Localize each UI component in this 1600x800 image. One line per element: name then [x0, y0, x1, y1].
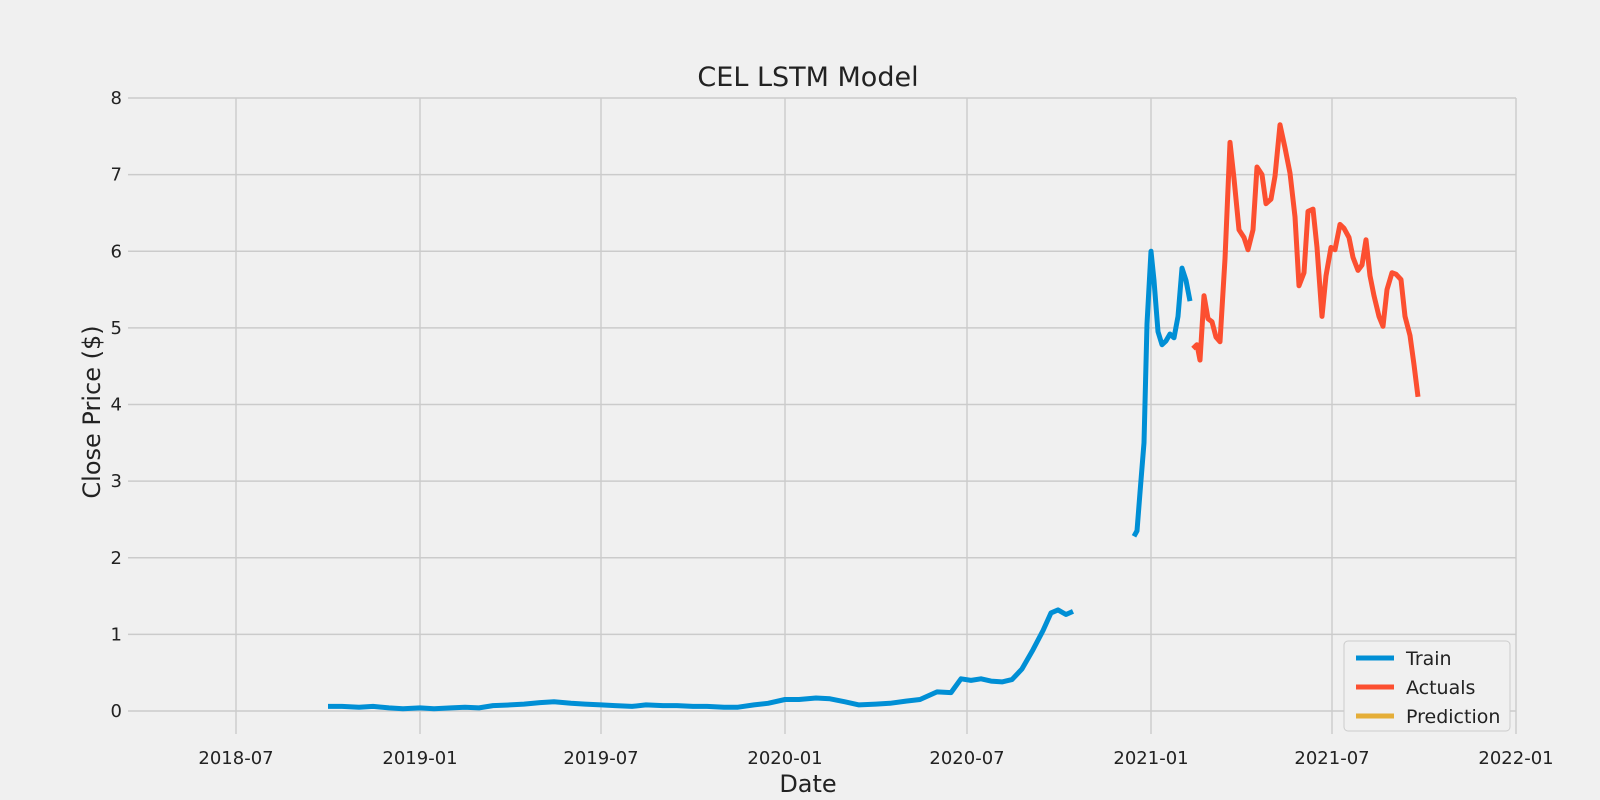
series-lines	[328, 122, 1421, 712]
x-tick-label: 2021-07	[1294, 748, 1369, 769]
grid-lines	[128, 97, 1517, 734]
y-tick-label: 7	[111, 165, 122, 186]
y-tick-label: 4	[111, 395, 122, 416]
y-tick-label: 8	[111, 88, 122, 109]
legend-label-actuals: Actuals	[1406, 677, 1475, 699]
y-tick-label: 6	[111, 241, 122, 262]
x-tick-label: 2021-01	[1113, 748, 1188, 769]
y-tick-label: 1	[111, 624, 122, 645]
x-tick-label: 2019-07	[563, 748, 638, 769]
legend-box	[1343, 640, 1511, 732]
y-tick-label: 5	[111, 318, 122, 339]
y-axis-ticks: 0 1 2 3 4 5 6 7 8	[111, 88, 122, 722]
series-line-actuals	[1191, 122, 1421, 398]
x-axis-label: Date	[779, 770, 836, 798]
y-axis-label: Close Price ($)	[78, 325, 106, 498]
y-tick-label: 0	[111, 701, 122, 722]
legend-label-prediction: Prediction	[1406, 706, 1500, 728]
y-tick-label: 3	[111, 471, 122, 492]
x-tick-label: 2020-01	[747, 748, 822, 769]
x-tick-label: 2019-01	[382, 748, 457, 769]
legend-entry-actuals: Actuals	[1356, 677, 1475, 699]
x-tick-label: 2018-07	[198, 748, 273, 769]
series-line-train	[1131, 248, 1193, 538]
x-tick-label: 2020-07	[929, 748, 1004, 769]
series-line-train	[328, 607, 1075, 712]
legend-entry-prediction: Prediction	[1356, 706, 1500, 728]
legend: Train Actuals Prediction	[1343, 640, 1511, 732]
legend-entry-train: Train	[1356, 648, 1452, 670]
legend-label-train: Train	[1405, 648, 1452, 670]
y-tick-label: 2	[111, 548, 122, 569]
x-axis-ticks: 2018-07 2019-01 2019-07 2020-01 2020-07 2021-…	[198, 748, 1553, 769]
chart-title: CEL LSTM Model	[697, 62, 918, 93]
x-tick-label: 2022-01	[1478, 748, 1553, 769]
